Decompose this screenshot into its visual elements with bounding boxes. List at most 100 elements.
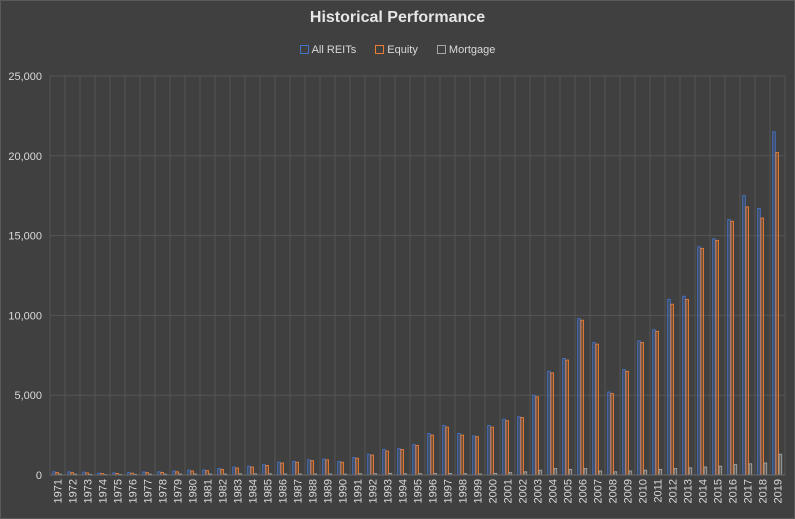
bar-equity-2012 — [670, 303, 674, 476]
bar-equity-2001 — [505, 420, 509, 476]
bar-mortgage-2013 — [688, 467, 693, 476]
bar-all-reits-1999 — [472, 435, 476, 476]
bar-all-reits-2017 — [742, 195, 746, 476]
y-tick-label: 5,000 — [14, 390, 42, 402]
bar-all-reits-1995 — [412, 444, 416, 476]
bar-equity-1991 — [355, 457, 359, 476]
bar-equity-1995 — [415, 445, 419, 476]
bar-equity-1999 — [475, 436, 479, 476]
x-tick-label: 1972 — [68, 479, 80, 503]
bar-equity-2011 — [655, 330, 659, 476]
legend-swatch-mortgage — [436, 44, 446, 54]
x-tick-label: 1990 — [338, 479, 350, 503]
bar-mortgage-2014 — [703, 466, 708, 476]
x-tick-label: 2019 — [773, 479, 785, 503]
bar-mortgage-2017 — [748, 463, 753, 476]
bar-all-reits-2005 — [562, 358, 566, 476]
x-tick-label: 1986 — [278, 479, 290, 503]
bar-mortgage-2015 — [718, 465, 723, 476]
legend-swatch-all-reits — [299, 44, 309, 54]
x-tick-label: 1983 — [233, 479, 245, 503]
x-tick-label: 2005 — [563, 479, 575, 503]
bar-equity-2006 — [580, 319, 584, 476]
bar-all-reits-1979 — [172, 470, 176, 476]
bar-all-reits-1994 — [397, 448, 401, 476]
bar-equity-2018 — [760, 217, 764, 476]
bar-mortgage-2018 — [763, 462, 768, 476]
bar-all-reits-2008 — [607, 391, 611, 476]
x-tick-label: 1985 — [263, 479, 275, 503]
x-tick-label: 1977 — [143, 479, 155, 503]
bar-mortgage-2011 — [658, 468, 663, 476]
x-tick-label: 1982 — [218, 479, 230, 503]
x-tick-label: 1971 — [53, 479, 65, 503]
x-tick-label: 2017 — [743, 479, 755, 503]
y-tick-label: 0 — [36, 470, 42, 482]
x-tick-label: 1978 — [158, 479, 170, 503]
x-tick-label: 1991 — [353, 479, 365, 503]
bar-equity-2017 — [745, 206, 749, 476]
legend-item-equity[interactable]: Equity — [375, 44, 418, 56]
x-tick-label: 1987 — [293, 479, 305, 503]
x-tick-label: 2014 — [698, 479, 710, 503]
bar-all-reits-1998 — [457, 433, 461, 476]
bar-all-reits-1981 — [202, 469, 206, 476]
bar-mortgage-2005 — [568, 468, 573, 476]
x-tick-label: 1976 — [128, 479, 140, 503]
legend-swatch-equity — [375, 44, 385, 54]
bar-mortgage-2019 — [778, 453, 783, 476]
bar-all-reits-2004 — [547, 370, 551, 476]
bar-all-reits-1996 — [427, 433, 431, 476]
bar-equity-1992 — [370, 454, 374, 476]
bar-all-reits-1991 — [352, 456, 356, 476]
bar-mortgage-2012 — [673, 468, 678, 476]
chart-title: Historical Performance — [309, 9, 486, 26]
x-tick-label: 1974 — [98, 479, 110, 503]
bar-mortgage-2007 — [598, 470, 603, 476]
x-tick-label: 2010 — [638, 479, 650, 503]
bar-equity-2003 — [535, 396, 539, 476]
bar-all-reits-1982 — [217, 468, 221, 476]
x-tick-label: 2001 — [503, 479, 515, 503]
x-tick-label: 2012 — [668, 479, 680, 503]
x-tick-label: 1996 — [428, 479, 440, 503]
bar-all-reits-1992 — [367, 453, 371, 476]
bar-all-reits-2012 — [667, 298, 671, 476]
y-tick-label: 10,000 — [8, 310, 42, 322]
legend-label-all-reits: All REITs — [311, 44, 357, 56]
bar-all-reits-1986 — [277, 461, 281, 476]
bar-equity-2013 — [685, 298, 689, 476]
bar-equity-1980 — [190, 470, 194, 476]
bar-mortgage-2010 — [643, 469, 648, 476]
chart-legend: All REITs Equity Mortgage — [0, 44, 795, 56]
legend-label-equity: Equity — [387, 44, 418, 56]
x-tick-label: 2008 — [608, 479, 620, 503]
bar-equity-1986 — [280, 462, 284, 476]
bar-all-reits-2006 — [577, 318, 581, 476]
bar-all-reits-1990 — [337, 460, 341, 476]
x-tick-label: 1997 — [443, 479, 455, 503]
x-tick-label: 2003 — [533, 479, 545, 503]
bar-all-reits-2014 — [697, 246, 701, 476]
x-tick-label: 2011 — [653, 479, 665, 503]
bar-all-reits-2003 — [532, 394, 536, 476]
bar-equity-2016 — [730, 220, 734, 476]
x-tick-label: 1989 — [323, 479, 335, 503]
x-tick-label: 1981 — [203, 479, 215, 503]
bar-all-reits-1989 — [322, 458, 326, 476]
legend-item-mortgage[interactable]: Mortgage — [436, 44, 495, 56]
bar-equity-1989 — [325, 459, 329, 476]
bar-equity-1987 — [295, 461, 299, 476]
x-tick-label: 2009 — [623, 479, 635, 503]
legend-item-all-reits[interactable]: All REITs — [299, 44, 357, 56]
x-tick-label: 2013 — [683, 479, 695, 503]
bar-all-reits-2015 — [712, 238, 716, 476]
bar-all-reits-2018 — [757, 208, 761, 476]
bar-equity-1990 — [340, 461, 344, 476]
x-tick-label: 1998 — [458, 479, 470, 503]
bar-all-reits-2009 — [622, 369, 626, 476]
bar-all-reits-1987 — [292, 460, 296, 476]
x-tick-label: 1980 — [188, 479, 200, 503]
bar-all-reits-2016 — [727, 219, 731, 476]
